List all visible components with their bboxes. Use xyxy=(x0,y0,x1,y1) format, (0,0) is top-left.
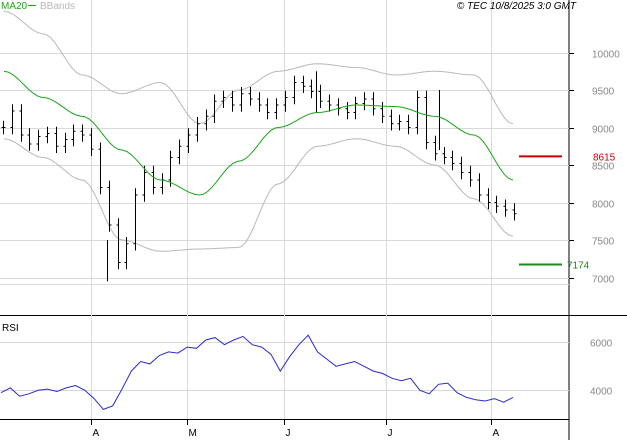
price-tick-label: 9000 xyxy=(592,125,615,136)
time-tick-label: A xyxy=(93,428,100,439)
copyright-notice: © TEC 10/8/2025 3:0 GMT xyxy=(457,1,577,12)
time-tick-label: A xyxy=(493,428,500,439)
legend-bbands: BBands xyxy=(40,1,75,12)
rsi-line xyxy=(0,334,514,410)
price-tick-label: 9500 xyxy=(592,87,615,98)
rsi-axis-ticks: 4000 6000 xyxy=(590,339,613,398)
time-tick-label: J xyxy=(286,428,291,439)
price-tick-label: 10000 xyxy=(592,50,620,61)
resistance-level-label: 8615 xyxy=(593,152,616,163)
rsi-path xyxy=(0,334,514,410)
price-tick-label: 7000 xyxy=(592,275,615,286)
price-bars xyxy=(1,71,517,282)
price-tick-label: 8500 xyxy=(592,162,615,173)
support-level-label: 7174 xyxy=(567,260,590,271)
key-levels: 8615 7174 xyxy=(519,152,616,271)
price-axis-ticks: 7000 7500 8000 8500 9000 9500 10000 xyxy=(569,50,620,286)
rsi-tick-label: 6000 xyxy=(590,339,613,350)
ma20-line xyxy=(3,70,514,196)
bband-lower xyxy=(3,138,514,252)
rsi-tick-label: 4000 xyxy=(590,387,613,398)
bollinger-bands xyxy=(3,10,514,252)
price-tick-label: 7500 xyxy=(592,237,615,248)
rsi-grid xyxy=(0,342,569,391)
price-tick-label: 8000 xyxy=(592,200,615,211)
time-tick-label: J xyxy=(388,428,393,439)
time-tick-label: M xyxy=(189,428,197,439)
rsi-label: RSI xyxy=(2,323,19,334)
price-grid xyxy=(0,0,569,419)
legend-ma20: MA20 xyxy=(1,1,28,12)
ma20-path xyxy=(3,70,514,196)
bband-upper xyxy=(3,10,514,125)
